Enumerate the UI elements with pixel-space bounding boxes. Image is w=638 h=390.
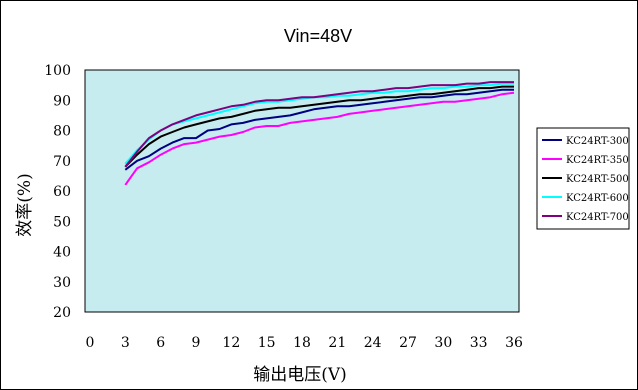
chart-title: Vin=48V	[284, 26, 352, 46]
legend-label: KC24RT-300	[566, 136, 629, 147]
y-tick-label: 100	[44, 63, 71, 79]
y-axis-label: 效率(%)	[15, 173, 35, 236]
legend-label: KC24RT-500	[566, 174, 629, 185]
x-axis-label: 输出电压(V)	[253, 365, 347, 385]
y-tick-label: 60	[53, 184, 71, 200]
x-axis-ticks: 0 3 6 9 12 15 18 21 24 27 30 33 36	[86, 335, 523, 351]
x-tick-label: 15	[258, 335, 276, 351]
legend-label: KC24RT-600	[566, 193, 629, 204]
series-line-kc24rt-350	[124, 91, 515, 186]
y-tick-label: 70	[53, 154, 71, 170]
x-tick-label: 24	[364, 335, 382, 351]
series-lines	[124, 81, 515, 186]
y-tick-label: 40	[53, 245, 71, 261]
y-tick-label: 20	[53, 305, 71, 321]
x-tick-label: 30	[434, 335, 452, 351]
x-tick-label: 12	[222, 335, 240, 351]
series-line-kc24rt-500	[124, 85, 514, 168]
y-tick-label: 80	[53, 124, 71, 140]
series-line-kc24rt-700	[124, 81, 514, 168]
x-tick-label: 0	[86, 335, 95, 351]
y-axis-ticks: 20 30 40 50 60 70 80 90 100	[44, 63, 71, 321]
x-tick-label: 9	[192, 335, 201, 351]
x-tick-label: 33	[470, 335, 488, 351]
y-tick-label: 30	[53, 275, 71, 291]
x-tick-label: 27	[399, 335, 417, 351]
x-tick-label: 21	[328, 335, 346, 351]
legend-label: KC24RT-700	[566, 212, 629, 223]
plot-area	[84, 69, 520, 313]
legend-label: KC24RT-350	[566, 155, 629, 166]
x-tick-label: 36	[505, 335, 523, 351]
series-line-kc24rt-300	[124, 88, 514, 171]
x-tick-label: 3	[121, 335, 130, 351]
x-tick-label: 6	[156, 335, 165, 351]
legend: KC24RT-300 KC24RT-350 KC24RT-500 KC24RT-600…	[536, 127, 630, 230]
x-tick-label: 18	[293, 335, 311, 351]
y-tick-label: 50	[53, 214, 71, 230]
legend-box	[536, 127, 630, 230]
y-tick-label: 90	[53, 93, 71, 109]
